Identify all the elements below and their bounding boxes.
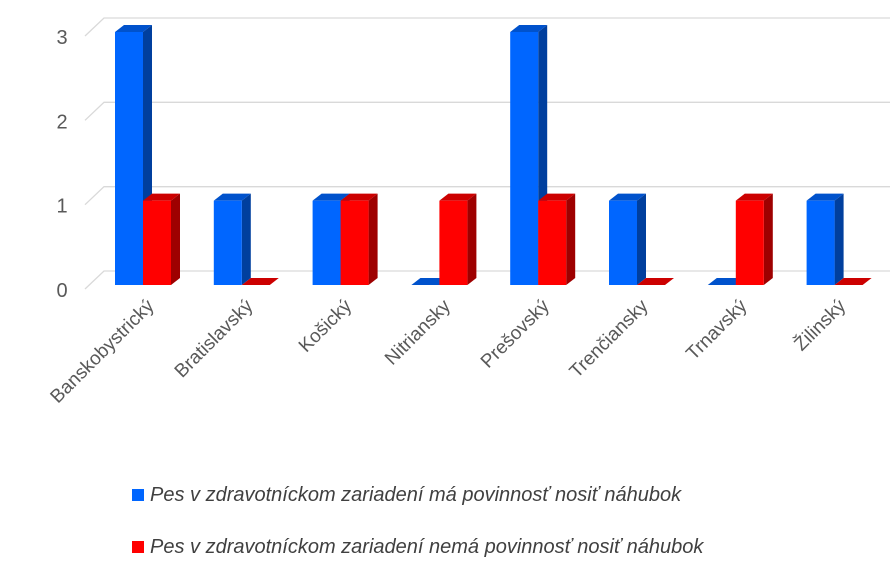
- bar: [213, 193, 251, 285]
- bar-front: [609, 200, 637, 285]
- bar: [707, 278, 745, 285]
- bar-top: [115, 25, 152, 32]
- bar: [538, 193, 576, 285]
- bar: [637, 278, 674, 285]
- x-tick-label: Bratislavský: [171, 295, 258, 382]
- bar-front: [806, 200, 835, 285]
- bar-top: [213, 193, 251, 201]
- bar-front: [510, 32, 539, 285]
- bar: [609, 193, 646, 285]
- y-tick-label: 2: [56, 111, 67, 133]
- bar-front: [735, 200, 764, 285]
- bar: [143, 193, 180, 285]
- legend-label: Pes v zdravotníckom zariadení nemá povin…: [150, 536, 704, 558]
- bar: [439, 193, 477, 285]
- x-tick-label: Žilinský: [790, 295, 851, 356]
- y-tick-label: 3: [56, 27, 67, 49]
- x-tick-label: Trnavský: [682, 295, 751, 364]
- bar-front: [439, 200, 468, 285]
- bar-top: [609, 193, 646, 201]
- bar: [806, 193, 844, 285]
- x-tick-label: Banskobystrický: [47, 295, 159, 407]
- bar-top: [439, 193, 477, 201]
- y-tick-label: 1: [56, 196, 67, 218]
- bar-side: [368, 193, 378, 285]
- bar-side: [171, 193, 180, 285]
- bar-top: [411, 278, 449, 285]
- bar-front: [213, 200, 242, 285]
- bar-top: [312, 193, 350, 201]
- bar-top: [143, 193, 180, 201]
- bar-top: [241, 278, 279, 285]
- legend-label: Pes v zdravotníckom zariadení má povinno…: [150, 484, 682, 506]
- bar-front: [340, 200, 369, 285]
- bar-side: [467, 193, 477, 285]
- bar-side: [763, 193, 773, 285]
- bar: [241, 278, 279, 285]
- bar-top: [510, 25, 548, 32]
- bar-top: [707, 278, 745, 285]
- bar-front: [115, 32, 143, 285]
- bar: [735, 193, 773, 285]
- x-tick-label: Košický: [295, 295, 356, 356]
- bar-front: [312, 200, 341, 285]
- bar-side: [566, 193, 576, 285]
- bar-side: [241, 193, 251, 285]
- bar-top: [538, 193, 576, 201]
- bar: [411, 278, 449, 285]
- bar: [834, 278, 872, 285]
- bar-front: [538, 200, 567, 285]
- bar-top: [735, 193, 773, 201]
- bar-front: [143, 200, 171, 285]
- bar-top: [806, 193, 844, 201]
- legend-swatch: [132, 541, 144, 553]
- bar: [340, 193, 378, 285]
- bar-side: [834, 193, 844, 285]
- grid-line: [84, 17, 890, 37]
- x-tick-label: Prešovský: [477, 295, 554, 372]
- grid-line: [84, 186, 890, 206]
- x-tick-label: Trenčiansky: [566, 295, 653, 382]
- grid-line: [84, 101, 890, 121]
- bar-top: [340, 193, 378, 201]
- bar-top: [834, 278, 872, 285]
- legend-swatch: [132, 489, 144, 501]
- y-tick-label: 0: [56, 280, 67, 302]
- bar-side: [637, 193, 646, 285]
- x-tick-label: Nitriansky: [381, 295, 455, 369]
- bar-top: [637, 278, 674, 285]
